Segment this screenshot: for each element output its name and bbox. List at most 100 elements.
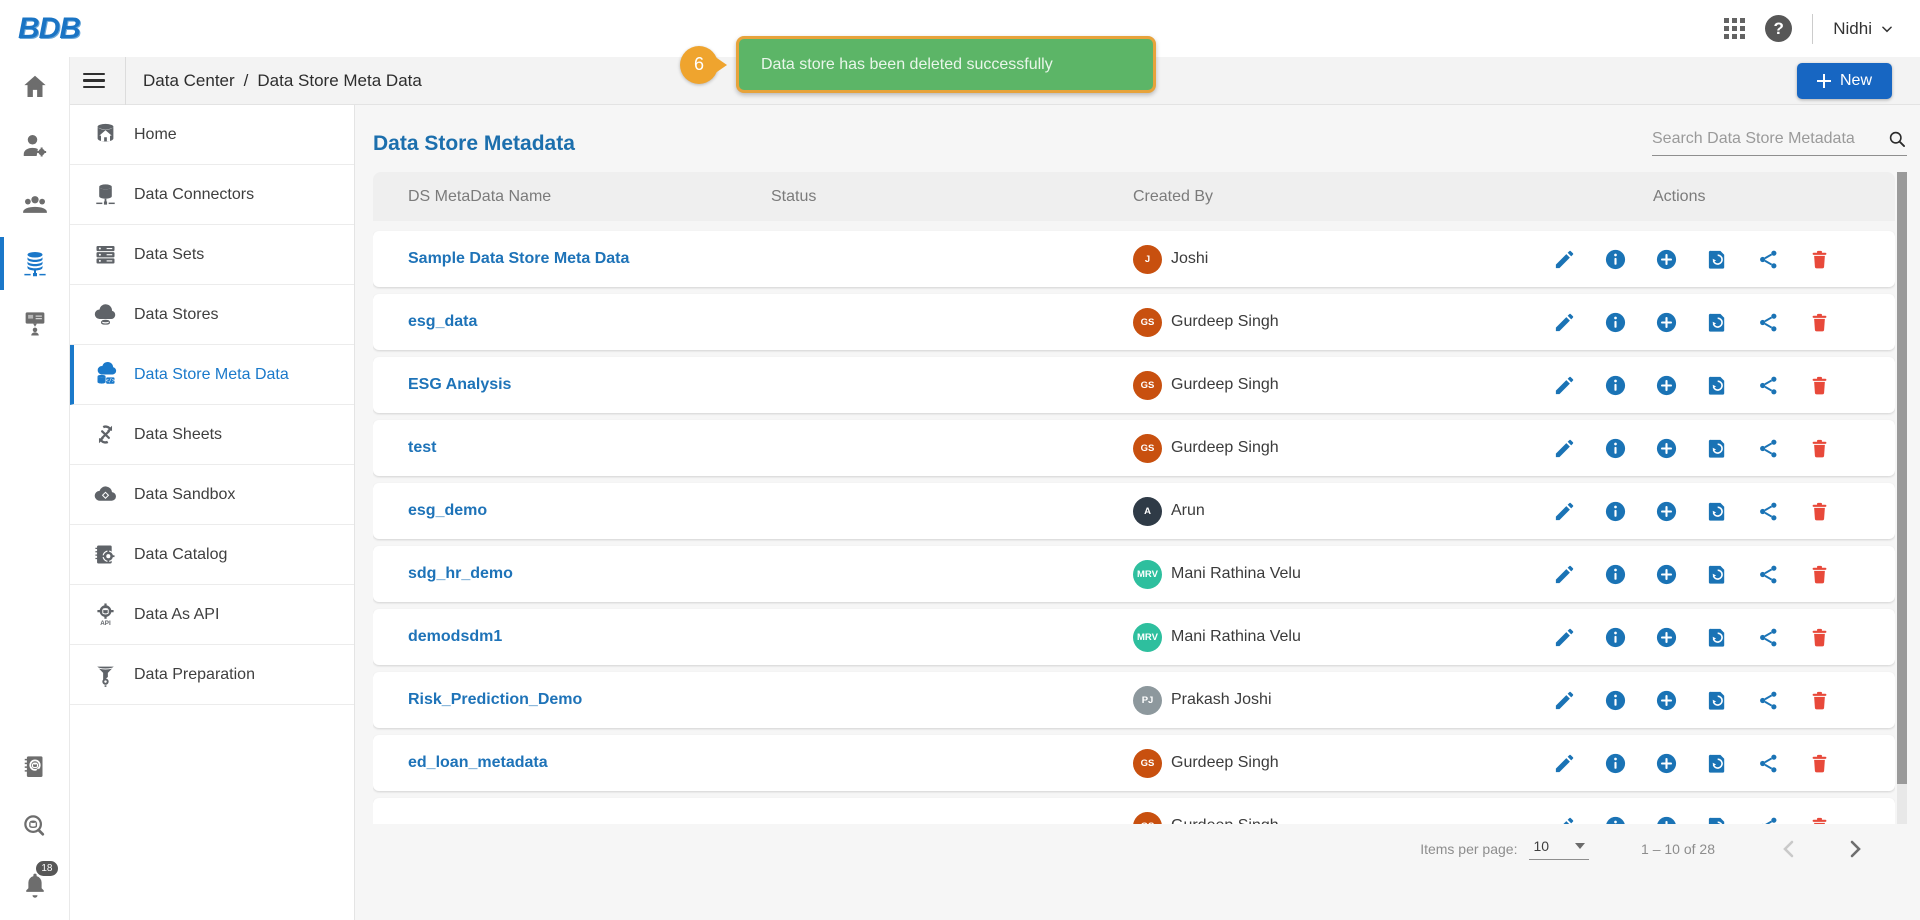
sidebar-item-data-connectors[interactable]: Data Connectors	[70, 165, 354, 225]
previous-page-button[interactable]	[1777, 837, 1801, 861]
edit-icon[interactable]	[1553, 500, 1576, 523]
edit-icon[interactable]	[1553, 752, 1576, 775]
add-icon[interactable]	[1655, 311, 1678, 334]
info-icon[interactable]	[1604, 311, 1627, 334]
info-icon[interactable]	[1604, 500, 1627, 523]
row-name-link[interactable]: Risk_Prediction_Demo	[408, 691, 583, 708]
add-icon[interactable]	[1655, 563, 1678, 586]
restore-icon[interactable]	[1706, 374, 1729, 397]
row-name-link[interactable]: ed_loan_metadata	[408, 754, 548, 771]
info-icon[interactable]	[1604, 437, 1627, 460]
add-icon[interactable]	[1655, 752, 1678, 775]
delete-icon[interactable]	[1808, 500, 1831, 523]
sidebar-item-data-sheets[interactable]: Data Sheets	[70, 405, 354, 465]
new-button[interactable]: New	[1796, 62, 1892, 99]
share-icon[interactable]	[1757, 626, 1780, 649]
restore-icon[interactable]	[1706, 248, 1729, 271]
delete-icon[interactable]	[1808, 437, 1831, 460]
delete-icon[interactable]	[1808, 248, 1831, 271]
info-icon[interactable]	[1604, 752, 1627, 775]
restore-icon[interactable]	[1706, 311, 1729, 334]
delete-icon[interactable]	[1808, 311, 1831, 334]
delete-icon[interactable]	[1808, 563, 1831, 586]
search-icon[interactable]	[1887, 129, 1907, 149]
restore-icon[interactable]	[1706, 752, 1729, 775]
search-input[interactable]	[1652, 130, 1879, 148]
restore-icon[interactable]	[1706, 437, 1729, 460]
delete-icon[interactable]	[1808, 626, 1831, 649]
restore-icon[interactable]	[1706, 626, 1729, 649]
share-icon[interactable]	[1757, 437, 1780, 460]
restore-icon[interactable]	[1706, 500, 1729, 523]
sidebar-item-data-sandbox[interactable]: Data Sandbox	[70, 465, 354, 525]
share-icon[interactable]	[1757, 311, 1780, 334]
rail-notifications[interactable]: 18	[0, 855, 70, 914]
rail-training[interactable]	[0, 293, 70, 352]
delete-icon[interactable]	[1808, 752, 1831, 775]
edit-icon[interactable]	[1553, 563, 1576, 586]
restore-icon[interactable]	[1706, 563, 1729, 586]
add-icon[interactable]	[1655, 689, 1678, 712]
edit-icon[interactable]	[1553, 626, 1576, 649]
share-icon[interactable]	[1757, 248, 1780, 271]
rail-data-search[interactable]	[0, 796, 70, 855]
sidebar-item-data-stores[interactable]: Data Stores	[70, 285, 354, 345]
add-icon[interactable]	[1655, 248, 1678, 271]
share-icon[interactable]	[1757, 374, 1780, 397]
row-name-link[interactable]: esg_data	[408, 313, 478, 330]
sidebar-item-data-as-api[interactable]: API Data As API	[70, 585, 354, 645]
edit-icon[interactable]	[1553, 437, 1576, 460]
share-icon[interactable]	[1757, 752, 1780, 775]
row-name-link[interactable]: Sample Data Store Meta Data	[408, 250, 630, 267]
row-name-link[interactable]: demodsdm1	[408, 628, 503, 645]
delete-icon[interactable]	[1808, 374, 1831, 397]
sidebar-item-data-catalog[interactable]: Data Catalog	[70, 525, 354, 585]
rail-user-settings[interactable]	[0, 116, 70, 175]
sidebar-item-data-preparation[interactable]: Data Preparation	[70, 645, 354, 705]
add-icon[interactable]	[1655, 815, 1678, 825]
restore-icon[interactable]	[1706, 689, 1729, 712]
edit-icon[interactable]	[1553, 689, 1576, 712]
help-icon[interactable]: ?	[1765, 15, 1793, 42]
info-icon[interactable]	[1604, 374, 1627, 397]
info-icon[interactable]	[1604, 248, 1627, 271]
info-icon[interactable]	[1604, 689, 1627, 712]
delete-icon[interactable]	[1808, 689, 1831, 712]
add-icon[interactable]	[1655, 437, 1678, 460]
apps-grid-icon[interactable]	[1724, 18, 1746, 39]
row-name-link[interactable]: test	[408, 439, 437, 456]
share-icon[interactable]	[1757, 689, 1780, 712]
rail-user-groups[interactable]	[0, 175, 70, 234]
edit-icon[interactable]	[1553, 815, 1576, 825]
hamburger-menu-icon[interactable]	[83, 69, 105, 93]
delete-icon[interactable]	[1808, 815, 1831, 825]
user-menu[interactable]: Nidhi	[1833, 19, 1894, 39]
scrollbar-thumb[interactable]	[1897, 172, 1907, 784]
add-icon[interactable]	[1655, 500, 1678, 523]
rail-data-audit[interactable]	[0, 737, 70, 796]
next-page-button[interactable]	[1843, 837, 1867, 861]
share-icon[interactable]	[1757, 815, 1780, 825]
rail-home[interactable]	[0, 57, 70, 116]
breadcrumb-data-center[interactable]: Data Center	[143, 70, 235, 90]
share-icon[interactable]	[1757, 500, 1780, 523]
edit-icon[interactable]	[1553, 374, 1576, 397]
add-icon[interactable]	[1655, 374, 1678, 397]
edit-icon[interactable]	[1553, 311, 1576, 334]
share-icon[interactable]	[1757, 563, 1780, 586]
row-name-link[interactable]: sdg_hr_demo	[408, 565, 513, 582]
rail-data-center[interactable]	[0, 234, 70, 293]
sidebar-item-home[interactable]: Home	[70, 105, 354, 165]
table-scrollbar[interactable]	[1897, 172, 1907, 824]
add-icon[interactable]	[1655, 626, 1678, 649]
row-name-link[interactable]: esg_demo	[408, 502, 488, 519]
edit-icon[interactable]	[1553, 248, 1576, 271]
restore-icon[interactable]	[1706, 815, 1729, 825]
sidebar-item-data-sets[interactable]: Data Sets	[70, 225, 354, 285]
info-icon[interactable]	[1604, 563, 1627, 586]
info-icon[interactable]	[1604, 815, 1627, 825]
info-icon[interactable]	[1604, 626, 1627, 649]
row-name-link[interactable]: ESG Analysis	[408, 376, 512, 393]
sidebar-item-data-store-meta-data[interactable]: </> Data Store Meta Data	[70, 345, 354, 405]
items-per-page-select[interactable]: 10	[1529, 838, 1590, 860]
